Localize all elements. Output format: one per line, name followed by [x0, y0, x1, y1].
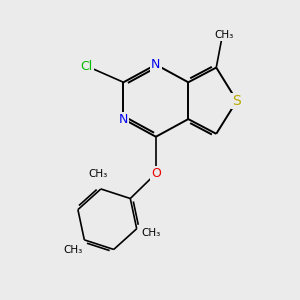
Text: Cl: Cl	[81, 60, 93, 73]
Text: CH₃: CH₃	[142, 229, 161, 238]
Text: CH₃: CH₃	[88, 169, 107, 179]
Text: N: N	[151, 58, 160, 71]
Text: S: S	[232, 94, 241, 108]
Text: CH₃: CH₃	[214, 30, 233, 40]
Text: N: N	[119, 112, 128, 126]
Text: O: O	[151, 167, 161, 180]
Text: CH₃: CH₃	[63, 245, 82, 255]
